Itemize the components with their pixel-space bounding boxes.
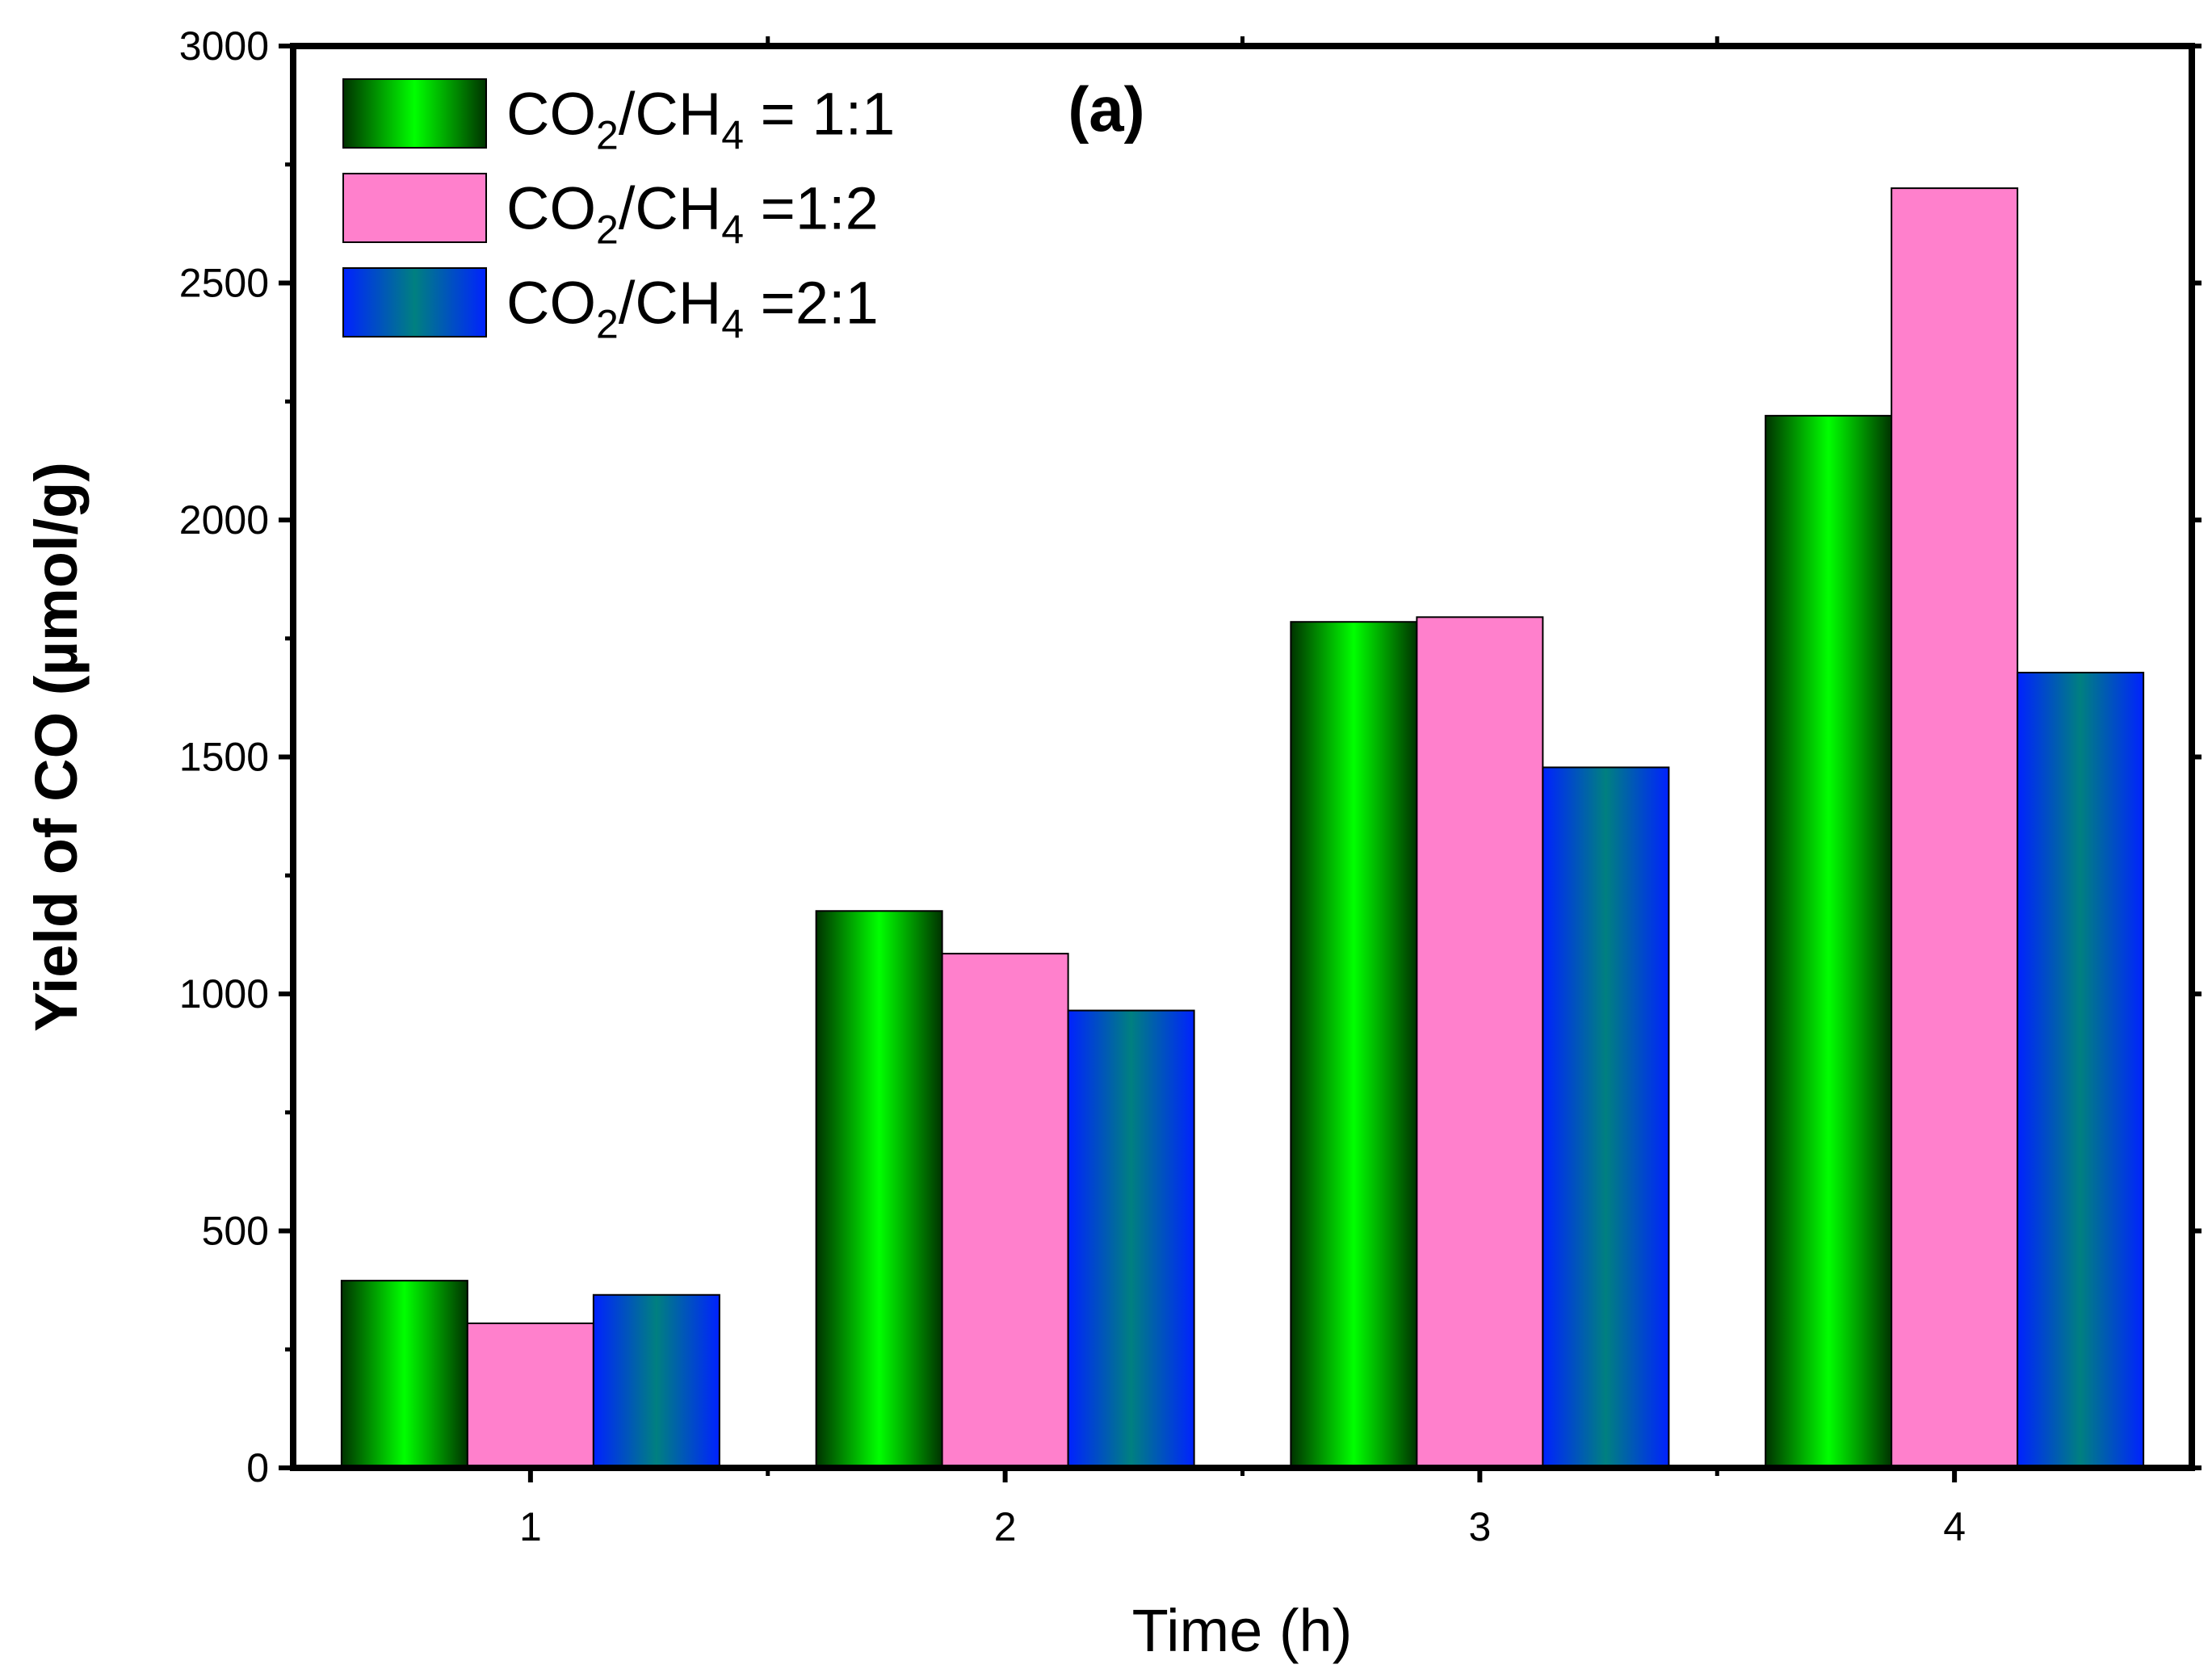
bar-1-2-t3: [1416, 616, 1544, 1469]
x-tick-label: 4: [1943, 1504, 1966, 1549]
y-axis: 0 500 1000 1500 2000 2500 3000: [179, 23, 2202, 1490]
bar-1-1-t2: [815, 910, 943, 1469]
y-tick-label: 500: [202, 1209, 269, 1254]
x-axis-title: Time (h): [1132, 1597, 1353, 1664]
bar-1-2-t4: [1891, 187, 2019, 1469]
legend-swatch-2-1: [342, 267, 487, 337]
x-tick-label: 2: [994, 1504, 1017, 1549]
bar-2-1-t4: [2017, 672, 2145, 1469]
legend-label-2-1: CO2/CH4 =2:1: [506, 270, 879, 347]
x-tick-label: 3: [1468, 1504, 1491, 1549]
y-tick-label: 1000: [179, 971, 269, 1017]
legend-swatch-1-2: [342, 173, 487, 243]
bar-1-2-t1: [466, 1322, 594, 1469]
y-tick-label: 2000: [179, 497, 269, 543]
legend-label-1-1: CO2/CH4 = 1:1: [506, 81, 895, 158]
x-axis: 1 2 3 4: [519, 36, 1966, 1549]
bar-2-1-t2: [1067, 1009, 1195, 1469]
y-tick-label: 3000: [179, 23, 269, 69]
legend-swatch-1-1: [342, 78, 487, 149]
y-axis-title: Yield of CO (µmol/g): [23, 462, 90, 1032]
bars-group: [340, 187, 2145, 1469]
y-tick-label: 2500: [179, 261, 269, 306]
bar-1-1-t4: [1765, 414, 1893, 1469]
bar-2-1-t3: [1542, 766, 1670, 1469]
panel-label: (a): [1068, 73, 1144, 145]
legend-label-1-2: CO2/CH4 =1:2: [506, 175, 879, 253]
bar-1-2-t2: [941, 953, 1069, 1469]
x-tick-label: 1: [519, 1504, 542, 1549]
bar-2-1-t1: [592, 1293, 720, 1469]
legend: CO2/CH4 = 1:1 CO2/CH4 =1:2 CO2/CH4 =2:1: [342, 78, 895, 347]
y-tick-label: 0: [246, 1445, 269, 1490]
bar-1-1-t3: [1290, 621, 1418, 1469]
y-tick-label: 1500: [179, 735, 269, 780]
bar-1-1-t1: [340, 1280, 468, 1469]
